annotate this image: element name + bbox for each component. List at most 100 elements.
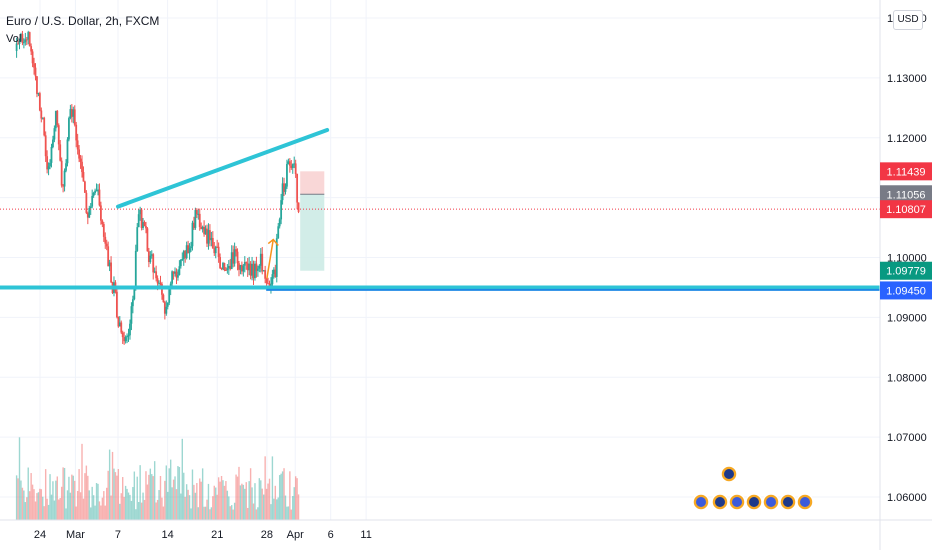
- candle-body: [207, 230, 210, 244]
- candle-body: [44, 135, 47, 157]
- event-currency-icon: [696, 497, 706, 507]
- candle-body: [165, 306, 168, 314]
- candle-body: [53, 128, 56, 140]
- candle-body: [255, 263, 258, 271]
- time-tick-label: 11: [360, 529, 371, 541]
- volume-bar: [172, 479, 175, 520]
- volume-bar: [92, 495, 95, 520]
- candle-body: [54, 110, 57, 129]
- candle-body: [229, 265, 232, 270]
- volume-bar: [100, 505, 102, 520]
- candle-body: [50, 147, 53, 163]
- volume-bar: [245, 482, 247, 520]
- volume-bar: [113, 468, 115, 520]
- time-tick-label: 6: [328, 529, 334, 541]
- volume-bar: [60, 486, 63, 520]
- candle-body: [70, 109, 73, 117]
- candle-body: [217, 246, 220, 258]
- volume-bar: [261, 488, 263, 520]
- volume-bar: [203, 506, 205, 520]
- candle-body: [62, 185, 65, 187]
- symbol-legend[interactable]: Euro / U.S. Dollar, 2h, FXCM: [6, 14, 160, 28]
- volume-bar: [90, 507, 92, 520]
- candle-body: [181, 259, 184, 261]
- candle-body: [163, 302, 166, 314]
- volume-bar: [286, 506, 288, 520]
- volume-bar: [146, 484, 149, 520]
- candle-body: [239, 265, 242, 270]
- volume-bar: [254, 483, 256, 520]
- candle-body: [18, 40, 21, 44]
- price-tick-label: 1.10000: [887, 253, 927, 265]
- volume-bar: [190, 508, 192, 520]
- volume-bar: [271, 456, 274, 520]
- volume-bar: [174, 476, 176, 520]
- position-zones[interactable]: [300, 171, 325, 271]
- volume-bar: [110, 495, 112, 520]
- candle-body: [216, 246, 219, 248]
- volume-bar: [242, 484, 245, 520]
- economic-events[interactable]: [692, 465, 814, 511]
- candle-body: [28, 32, 31, 47]
- currency-button[interactable]: USD: [893, 10, 923, 30]
- candle-body: [118, 322, 121, 327]
- candle-body: [248, 263, 251, 271]
- candle-body: [82, 172, 85, 182]
- volume-bar: [117, 469, 120, 520]
- volume-bar: [197, 507, 199, 520]
- volume-legend[interactable]: Vol: [6, 33, 22, 45]
- candle-body: [98, 189, 101, 206]
- candle-body: [123, 337, 126, 342]
- volume-bar: [233, 502, 236, 520]
- candle-body: [100, 205, 102, 221]
- time-tick-label: 21: [211, 529, 223, 541]
- price-tag: [880, 200, 932, 219]
- volume-bar: [98, 501, 101, 520]
- volume-bar: [289, 471, 291, 520]
- stop-loss-zone: [300, 171, 325, 195]
- volume-bar: [23, 490, 25, 520]
- up-arrow-shaft: [266, 239, 275, 279]
- drawings[interactable]: [0, 127, 880, 291]
- volume-bar: [108, 449, 111, 520]
- time-tick-label: Apr: [287, 529, 304, 541]
- candle-body: [184, 251, 187, 259]
- volume-bar: [236, 476, 239, 520]
- volume-bar: [177, 466, 179, 520]
- candle-body: [223, 262, 226, 270]
- candle-body: [254, 263, 256, 279]
- volume-bar: [257, 507, 259, 520]
- candle-body: [110, 262, 112, 283]
- candle-body: [195, 210, 198, 215]
- volume-bar: [235, 474, 237, 520]
- time-tick-label: Mar: [66, 529, 85, 541]
- volume-bar: [76, 490, 79, 520]
- volume-bar: [44, 469, 47, 520]
- candle-body: [139, 209, 142, 215]
- volume-bar: [49, 474, 51, 520]
- event-currency-icon: [724, 469, 734, 479]
- candle-body: [95, 190, 98, 192]
- candle-body: [84, 181, 86, 193]
- volume-bar: [184, 496, 186, 520]
- time-axis[interactable]: 24 Mar 7 14 21 28 Apr 6 11: [0, 519, 932, 541]
- volume-bar: [40, 489, 43, 520]
- volume-bar: [101, 497, 104, 520]
- time-tick-label: 24: [34, 529, 46, 541]
- volume-bar: [187, 489, 189, 520]
- candle-body: [296, 173, 299, 203]
- volume-bar: [268, 478, 271, 520]
- candle-body: [17, 43, 19, 45]
- candle-body: [153, 271, 156, 273]
- volume-bar: [50, 494, 53, 520]
- volume-bar: [37, 492, 40, 520]
- candle-body: [188, 248, 191, 253]
- volume-bar: [71, 474, 73, 520]
- volume-bar: [178, 467, 181, 520]
- candle-body: [246, 263, 249, 271]
- candle-body: [43, 117, 46, 136]
- candle-body: [251, 263, 253, 276]
- volume-bar: [276, 499, 278, 520]
- candle-body: [22, 42, 25, 44]
